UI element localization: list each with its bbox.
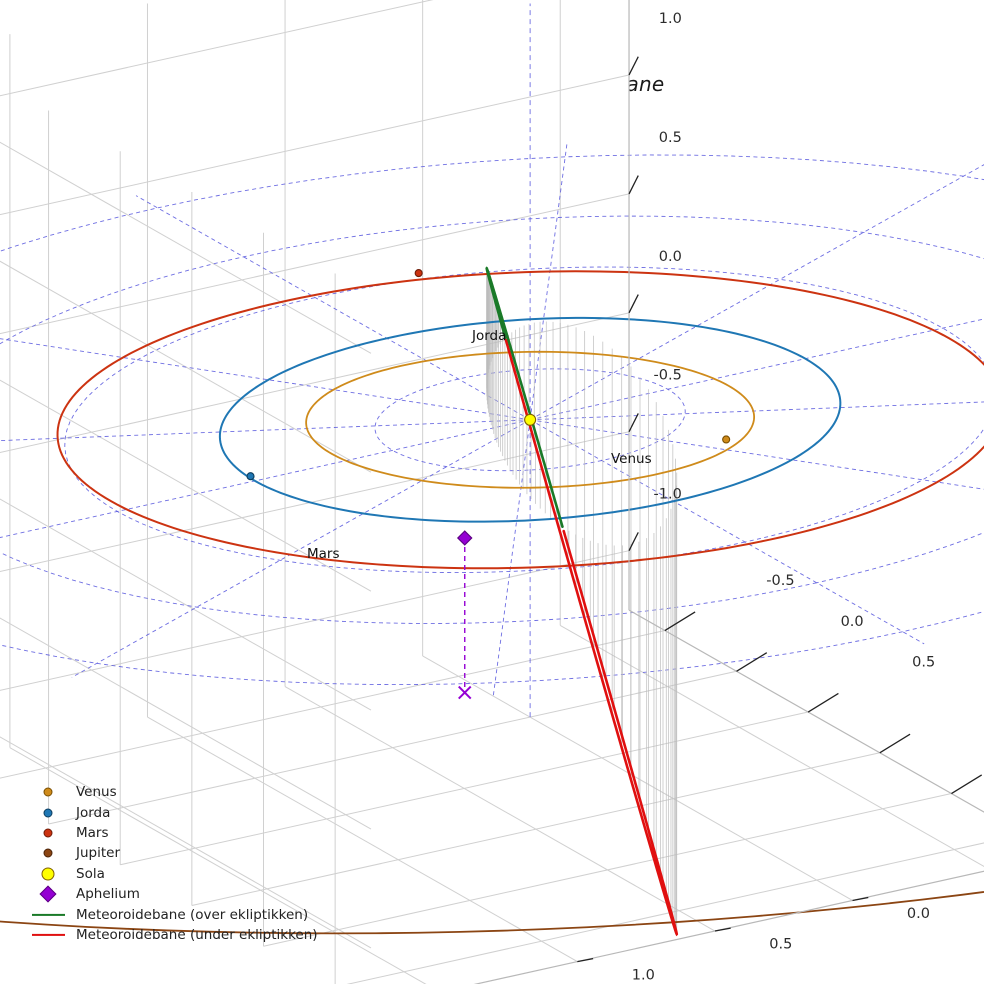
celestial-bodies <box>246 269 731 481</box>
legend-marker-circle-icon <box>30 843 76 863</box>
circle-marker-icon <box>43 828 53 838</box>
z-tick-label: -1.0 <box>654 487 682 503</box>
axis-spines-ticks <box>473 0 984 984</box>
legend-label: Sola <box>76 865 105 882</box>
legend-marker-line-icon <box>30 905 76 925</box>
legend-item-jorda[interactable]: Jorda <box>30 802 360 822</box>
meteoroid-segment-under <box>504 338 679 937</box>
legend-label: Meteoroidebane (under ekliptikken) <box>76 926 318 943</box>
legend-item-aphelium[interactable]: Aphelium <box>30 884 360 904</box>
z-tick-label: 0.5 <box>659 130 682 146</box>
venus-label: Venus <box>611 451 652 467</box>
body-jorda <box>246 472 255 481</box>
aphelion-diamond <box>456 530 473 546</box>
ecliptic-polar-grid <box>0 3 984 718</box>
y-tick-label: 0.5 <box>769 937 792 953</box>
legend-label: Meteoroidebane (over ekliptikken) <box>76 906 309 923</box>
z-tick-label: -0.5 <box>654 368 682 384</box>
circle-marker-icon <box>43 848 53 858</box>
x-tick-label: -0.5 <box>766 573 794 589</box>
legend-marker-circle-icon <box>30 803 76 823</box>
aphelion-projection-x <box>458 685 472 700</box>
meteoroid-orbit <box>485 266 679 937</box>
circle-marker-icon <box>43 787 53 797</box>
legend-label: Aphelium <box>76 886 140 903</box>
axis-tick-labels: -0.50.00.51.01.52.0-0.50.00.51.01.5-1.0-… <box>632 11 984 983</box>
legend-item-venus[interactable]: Venus <box>30 782 360 802</box>
legend-label: Jorda <box>76 804 111 821</box>
legend-item-meteoroidebane-under-ekliptikken[interactable]: Meteoroidebane (under ekliptikken) <box>30 925 360 945</box>
x-tick-label: 0.0 <box>841 614 864 630</box>
circle-marker-icon <box>41 867 55 881</box>
diamond-marker-icon <box>39 885 57 903</box>
legend-label: Venus <box>76 784 117 801</box>
legend-marker-circle-icon <box>30 864 76 884</box>
legend: Venus Jorda Mars Jupiter Sola Aphelium Meteoro… <box>30 782 360 945</box>
aphelion-marker <box>456 530 473 700</box>
orbit-marsbane <box>56 270 984 570</box>
jorda-label: Jorda <box>471 328 506 344</box>
x-tick-label: 0.5 <box>912 655 935 671</box>
body-labels: Jorda Venus Mars <box>307 328 652 562</box>
legend-item-jupiter[interactable]: Jupiter <box>30 843 360 863</box>
legend-item-sola[interactable]: Sola <box>30 864 360 884</box>
body-venus <box>722 435 731 444</box>
y-tick-label: 1.0 <box>632 967 655 983</box>
legend-label: Jupiter <box>76 845 121 862</box>
orbit-jordbane <box>218 316 842 523</box>
line-marker-icon <box>32 933 65 937</box>
z-tick-label: 0.0 <box>659 249 682 265</box>
y-tick-label: 0.0 <box>907 906 930 922</box>
body-mars <box>414 269 423 278</box>
legend-marker-diamond-icon <box>30 884 76 904</box>
meteoroid-segment-over <box>486 270 564 529</box>
planet-orbits <box>0 270 984 935</box>
legend-marker-circle-icon <box>30 782 76 802</box>
line-marker-icon <box>32 913 65 916</box>
z-tick-label: 1.0 <box>659 11 682 27</box>
circle-marker-icon <box>43 808 53 818</box>
orbit-venusbane <box>305 350 756 489</box>
legend-label: Mars <box>76 824 109 841</box>
legend-item-meteoroidebane-over-ekliptikken[interactable]: Meteoroidebane (over ekliptikken) <box>30 904 360 924</box>
body-sola <box>524 413 537 426</box>
legend-item-mars[interactable]: Mars <box>30 823 360 843</box>
legend-marker-line-icon <box>30 925 76 945</box>
legend-marker-circle-icon <box>30 823 76 843</box>
meteoroid-droplines <box>486 268 678 935</box>
mars-label: Mars <box>307 546 340 562</box>
